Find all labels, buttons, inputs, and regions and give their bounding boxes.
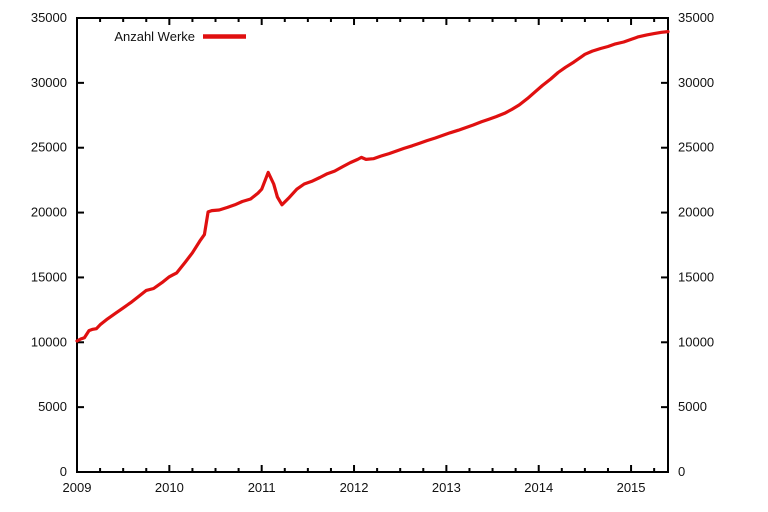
y-axis-label-right: 15000: [678, 269, 714, 284]
y-axis-label-left: 10000: [31, 334, 67, 349]
y-axis-label-left: 15000: [31, 269, 67, 284]
axis-ticks: [76, 17, 668, 473]
legend-label: Anzahl Werke: [114, 29, 195, 44]
y-axis-label-right: 35000: [678, 10, 714, 25]
y-axis-label-left: 35000: [31, 10, 67, 25]
series-line: [75, 30, 670, 343]
legend: Anzahl Werke: [114, 29, 246, 44]
y-axis-label-right: 25000: [678, 140, 714, 155]
y-axis-label-right: 20000: [678, 205, 714, 220]
x-axis-label: 2013: [432, 480, 461, 495]
data-series: [75, 30, 670, 343]
y-axis-label-right: 30000: [678, 75, 714, 90]
y-axis-label-left: 20000: [31, 205, 67, 220]
x-axis-label: 2009: [63, 480, 92, 495]
y-axis-label-right: 0: [678, 464, 685, 479]
plot-border: [76, 17, 669, 473]
x-axis-label: 2015: [617, 480, 646, 495]
y-axis-label-right: 10000: [678, 334, 714, 349]
x-axis-label: 2014: [524, 480, 553, 495]
axis-tick-labels: 0 0 5000 5000 10000 10000 15000 15000 20000 20000…: [31, 10, 714, 495]
x-axis-label: 2012: [340, 480, 369, 495]
x-axis-label: 2011: [248, 480, 276, 495]
y-axis-label-left: 0: [60, 464, 67, 479]
y-axis-label-left: 25000: [31, 140, 67, 155]
y-axis-label-right: 5000: [678, 399, 707, 414]
y-axis-label-left: 30000: [31, 75, 67, 90]
y-axis-label-left: 5000: [38, 399, 67, 414]
x-axis-label: 2010: [155, 480, 184, 495]
